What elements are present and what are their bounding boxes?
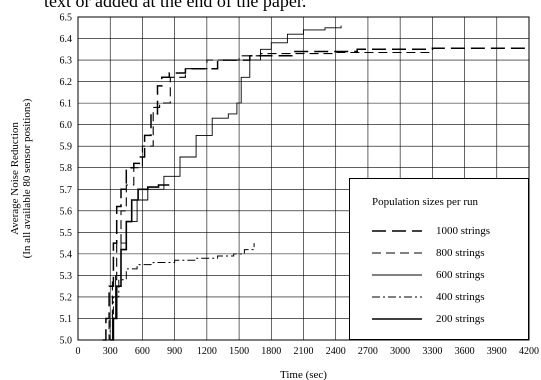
legend-line-sample bbox=[372, 296, 422, 298]
y-tick-label: 6.2 bbox=[60, 77, 73, 88]
legend-entry: 1000 strings bbox=[350, 223, 530, 243]
y-tick-label: 5.1 bbox=[60, 314, 73, 325]
tick-labels: 0 300 600 900 1200 1500 1800 2100 2400 2700 3000 33… bbox=[60, 13, 540, 358]
y-tick-label: 5.9 bbox=[60, 142, 73, 153]
y-tick-label: 5.2 bbox=[60, 292, 73, 303]
y-tick-label: 6.4 bbox=[60, 34, 73, 45]
legend-entry: 200 strings bbox=[350, 311, 530, 331]
plot-frame bbox=[77, 16, 530, 341]
legend-label: 600 strings bbox=[436, 269, 485, 281]
legend-title: Population sizes per run bbox=[372, 196, 479, 208]
x-tick-label: 0 bbox=[76, 346, 81, 357]
header-text: text or added at the end of the paper. bbox=[44, 0, 307, 11]
x-tick-label: 2100 bbox=[294, 346, 314, 357]
y-tick-label: 6.0 bbox=[60, 120, 73, 131]
y-axis-label-subtitle: (In all available 80 sensor positions) bbox=[21, 98, 33, 258]
x-tick-label: 900 bbox=[167, 346, 182, 357]
x-tick-label: 2700 bbox=[358, 346, 378, 357]
x-tick-label: 4200 bbox=[519, 346, 539, 357]
series-line-3 bbox=[107, 243, 255, 341]
legend-entry: 600 strings bbox=[350, 267, 530, 287]
x-tick-label: 3000 bbox=[390, 346, 410, 357]
x-tick-label: 3900 bbox=[487, 346, 507, 357]
x-tick-label: 300 bbox=[103, 346, 118, 357]
legend-entry: 800 strings bbox=[350, 245, 530, 265]
series-lines bbox=[102, 25, 530, 341]
legend-line-sample bbox=[372, 230, 422, 232]
x-tick-label: 1200 bbox=[197, 346, 217, 357]
legend-line-sample bbox=[372, 318, 422, 320]
series-line-4 bbox=[110, 184, 170, 341]
legend-line-sample bbox=[372, 252, 422, 254]
y-tick-label: 6.1 bbox=[60, 99, 73, 110]
y-tick-label: 5.0 bbox=[60, 336, 73, 347]
legend-label: 400 strings bbox=[436, 291, 485, 303]
legend-label: 1000 strings bbox=[436, 225, 491, 237]
y-tick-label: 6.5 bbox=[60, 13, 73, 24]
series-line-0 bbox=[102, 47, 530, 341]
legend-entry: 400 strings bbox=[350, 289, 530, 309]
y-tick-label: 5.6 bbox=[60, 206, 73, 217]
x-axis-label: Time (sec) bbox=[280, 369, 327, 380]
y-tick-label: 5.5 bbox=[60, 228, 73, 239]
x-tick-label: 1800 bbox=[261, 346, 281, 357]
y-tick-label: 6.3 bbox=[60, 56, 73, 67]
x-tick-label: 2400 bbox=[326, 346, 346, 357]
legend-label: 800 strings bbox=[436, 247, 485, 259]
legend-line-sample bbox=[372, 274, 422, 276]
y-tick-label: 5.4 bbox=[60, 249, 73, 260]
series-line-2 bbox=[109, 25, 342, 341]
x-tick-label: 3300 bbox=[422, 346, 442, 357]
y-tick-label: 5.7 bbox=[60, 185, 73, 196]
y-axis-label: Average Noise Reduction bbox=[9, 122, 21, 235]
legend: Population sizes per run 1000 strings 800… bbox=[349, 178, 529, 340]
x-tick-label: 3600 bbox=[455, 346, 475, 357]
legend-label: 200 strings bbox=[436, 313, 485, 325]
x-tick-label: 600 bbox=[135, 346, 150, 357]
y-tick-label: 5.8 bbox=[60, 163, 73, 174]
y-tick-label: 5.3 bbox=[60, 271, 73, 282]
x-tick-label: 1500 bbox=[229, 346, 249, 357]
